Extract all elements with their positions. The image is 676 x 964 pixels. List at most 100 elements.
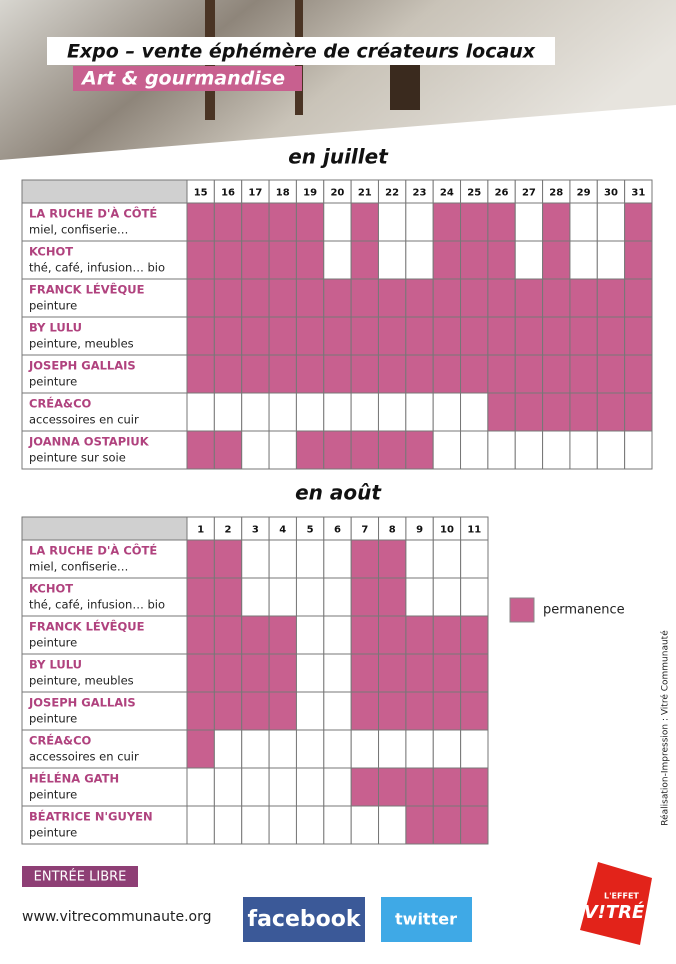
day-cell: [213, 430, 243, 470]
header-corner: [21, 179, 188, 204]
day-cell: [350, 539, 380, 579]
day-cell: [213, 392, 243, 432]
day: 23: [413, 188, 427, 199]
day-cell: [460, 691, 489, 731]
day-cell: [241, 240, 270, 280]
day-cell: [405, 316, 434, 356]
title: Expo – vente éphémère de créateurs locau…: [67, 41, 536, 63]
day-cell: [213, 240, 243, 280]
day-cell: [432, 653, 462, 693]
exhibitor-desc: peinture: [29, 636, 77, 650]
day-cell: [213, 577, 243, 617]
day-cell: [378, 805, 407, 845]
day-cell: [323, 729, 352, 769]
day-cell: [542, 430, 571, 470]
day: 1: [197, 525, 204, 536]
name-cell: [21, 316, 188, 356]
day: 10: [440, 525, 454, 536]
twitter-label[interactable]: twitter: [395, 910, 457, 929]
day-cell: [350, 615, 380, 655]
exhibitor-desc: miel, confiserie…: [29, 560, 128, 574]
exhibitor-name: JOSEPH GALLAIS: [28, 359, 136, 373]
day-cell: [460, 539, 489, 579]
day-cell: [460, 767, 489, 807]
day-cell: [596, 430, 626, 470]
day-cell: [186, 278, 215, 318]
day-cell: [213, 691, 243, 731]
exhibitor-desc: miel, confiserie…: [29, 223, 128, 237]
day: 31: [631, 188, 645, 199]
day-cell: [213, 202, 243, 242]
day-cell: [268, 577, 297, 617]
day-cell: [186, 653, 215, 693]
day-cell: [377, 240, 407, 280]
day-cell: [542, 278, 571, 318]
name-cell: [21, 767, 188, 807]
day-cell: [377, 354, 407, 394]
exhibitor-name: JOANNA OSTAPIUK: [28, 435, 150, 449]
day-cell: [213, 539, 243, 579]
day-cell: [268, 691, 297, 731]
day-cell: [378, 729, 407, 769]
day-cell: [241, 767, 270, 807]
exhibitor-name: KCHOT: [29, 582, 73, 596]
day-cell: [460, 729, 489, 769]
day-cell: [295, 729, 325, 769]
name-cell: [21, 653, 188, 693]
day-cell: [460, 278, 489, 318]
day: 6: [334, 525, 341, 536]
website[interactable]: www.vitrecommunaute.org: [22, 909, 212, 925]
day-cell: [487, 430, 516, 470]
day-cell: [460, 805, 489, 845]
day: 26: [495, 188, 509, 199]
facebook-label[interactable]: facebook: [248, 907, 362, 932]
exhibitor-desc: accessoires en cuir: [29, 413, 139, 427]
day-cell: [405, 767, 434, 807]
logo-shape: [580, 862, 652, 945]
exhibitor-desc: accessoires en cuir: [29, 750, 139, 764]
facebook-button[interactable]: [243, 897, 365, 942]
exhibitor-name: LA RUCHE D'À CÔTÉ: [29, 206, 157, 221]
day: 19: [303, 188, 317, 199]
name-cell: [21, 615, 188, 655]
day-cell: [542, 202, 571, 242]
day-cell: [377, 430, 407, 470]
day-cell: [213, 316, 243, 356]
day-cell: [487, 354, 516, 394]
exhibitor-name: KCHOT: [29, 245, 73, 259]
name-cell: [21, 202, 188, 242]
day-cell: [186, 392, 215, 432]
day-cell: [241, 354, 270, 394]
day-cell: [432, 202, 462, 242]
exhibitor-name: CRÉA&CO: [29, 396, 92, 411]
exhibitor-name: FRANCK LÉVÊQUE: [29, 282, 145, 297]
day-cell: [350, 691, 380, 731]
day-cell: [405, 202, 434, 242]
day-cell: [405, 539, 434, 579]
day-cell: [432, 392, 462, 432]
day-cell: [268, 767, 297, 807]
exhibitor-desc: peinture sur soie: [29, 451, 126, 465]
day-cell: [460, 653, 489, 693]
day: 28: [549, 188, 563, 199]
day-cell: [542, 240, 571, 280]
header-corner: [21, 516, 188, 541]
day-cell: [378, 653, 407, 693]
twitter-button[interactable]: [381, 897, 472, 942]
day-cell: [323, 691, 352, 731]
day-cell: [350, 653, 380, 693]
day: 7: [361, 525, 368, 536]
name-cell: [21, 539, 188, 579]
day-cell: [405, 653, 434, 693]
day-cell: [514, 202, 544, 242]
day: 8: [389, 525, 396, 536]
day-cell: [241, 729, 270, 769]
day-cell: [487, 240, 516, 280]
day-cell: [514, 278, 544, 318]
day-cell: [213, 767, 243, 807]
exhibitor-desc: peinture, meubles: [29, 337, 134, 351]
day-cell: [186, 240, 215, 280]
day: 4: [279, 525, 286, 536]
day-cell: [487, 316, 516, 356]
exhibitor-name: HÉLÉNA GATH: [29, 771, 119, 786]
